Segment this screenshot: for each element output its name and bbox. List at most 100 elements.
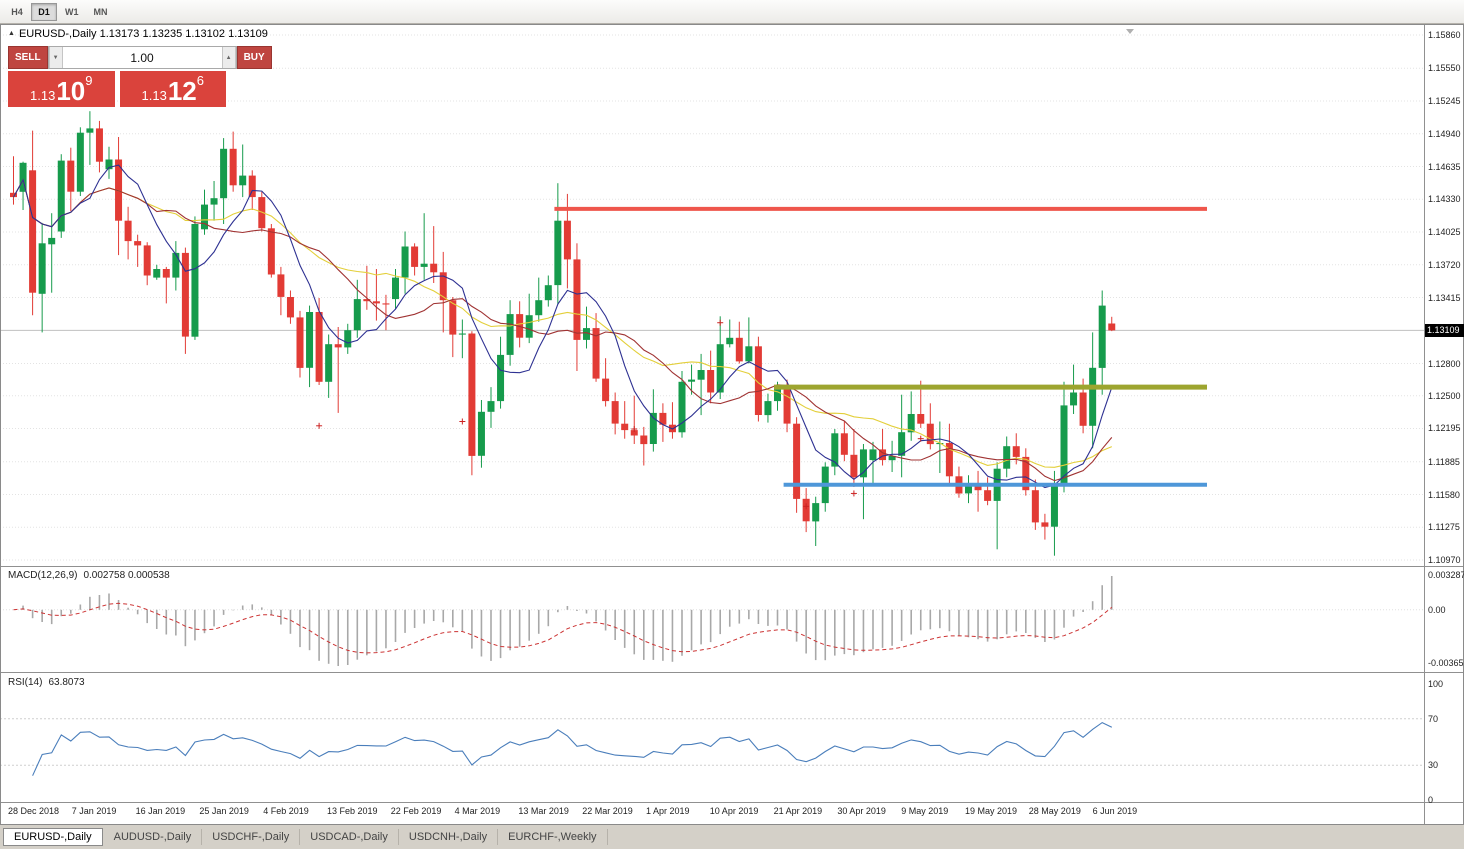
price-axis-tick: 1.12800 bbox=[1428, 358, 1461, 369]
candle-body bbox=[506, 314, 514, 355]
volume-input[interactable] bbox=[62, 47, 222, 68]
candle-body bbox=[812, 503, 820, 522]
trade-prices-row: 1.13 10 9 1.13 12 6 bbox=[8, 71, 226, 107]
candle-body bbox=[382, 303, 390, 305]
candle-body bbox=[754, 346, 762, 415]
candle-body bbox=[468, 333, 476, 456]
rsi-axis-level: 0 bbox=[1428, 795, 1434, 805]
candle-body bbox=[1031, 490, 1039, 523]
buy-price-pipette: 6 bbox=[196, 73, 204, 88]
candle-body bbox=[220, 148, 228, 199]
timeframe-button-d1[interactable]: D1 bbox=[31, 2, 57, 21]
sell-button[interactable]: SELL bbox=[8, 46, 48, 69]
candle-body bbox=[917, 414, 925, 424]
rsi-name: RSI(14) bbox=[8, 677, 43, 688]
candle-body bbox=[353, 299, 361, 331]
candle-body bbox=[439, 272, 447, 301]
buy-price-display[interactable]: 1.13 12 6 bbox=[119, 71, 226, 107]
candle-body bbox=[48, 237, 56, 245]
candle-body bbox=[76, 132, 84, 192]
price-axis-tick: 1.14025 bbox=[1428, 227, 1461, 237]
candle-body bbox=[535, 300, 543, 316]
date-axis-label: 30 Apr 2019 bbox=[837, 806, 886, 816]
candle-body bbox=[401, 246, 409, 278]
macd-axis-zero: 0.00 bbox=[1428, 604, 1446, 615]
candle-body bbox=[688, 379, 696, 382]
candle-body bbox=[707, 370, 715, 393]
candle-body bbox=[516, 314, 524, 338]
candle-body bbox=[487, 401, 495, 412]
buy-button[interactable]: BUY bbox=[236, 46, 272, 69]
volume-down-button[interactable]: ▼ bbox=[48, 47, 63, 68]
timeframe-button-h4[interactable]: H4 bbox=[4, 3, 30, 21]
candle-body bbox=[430, 263, 438, 273]
rsi-axis-level: 100 bbox=[1428, 679, 1444, 689]
candle-body bbox=[458, 333, 466, 335]
chart-tab-usdcnh-daily[interactable]: USDCNH-,Daily bbox=[399, 829, 499, 845]
date-axis-label: 7 Jan 2019 bbox=[71, 806, 117, 816]
candle-body bbox=[1089, 367, 1097, 426]
candle-body bbox=[659, 412, 667, 425]
chart-tab-audusd-daily[interactable]: AUDUSD-,Daily bbox=[104, 829, 203, 845]
candle-body bbox=[774, 387, 781, 402]
candle-body bbox=[29, 170, 37, 293]
candle-body bbox=[392, 277, 399, 300]
candle-body bbox=[745, 346, 753, 362]
trade-controls-row: SELL ▼ ▲ BUY bbox=[8, 46, 272, 69]
timeframe-button-mn[interactable]: MN bbox=[87, 3, 115, 21]
candle-body bbox=[974, 484, 982, 491]
candle-body bbox=[1079, 392, 1087, 426]
candle-body bbox=[420, 263, 428, 267]
sell-price-display[interactable]: 1.13 10 9 bbox=[8, 71, 115, 107]
candle-body bbox=[497, 354, 505, 402]
volume-up-button[interactable]: ▲ bbox=[221, 47, 236, 68]
chart-symbol-title: EURUSD-,Daily bbox=[18, 28, 97, 40]
ma-line-21 bbox=[13, 178, 1113, 468]
chart-expand-icon[interactable]: ▲ bbox=[8, 30, 15, 37]
chart-tabbar: EURUSD-,Daily AUDUSD-,Daily USDCHF-,Daily U… bbox=[0, 824, 1464, 849]
date-axis-label: 16 Jan 2019 bbox=[135, 806, 186, 816]
candle-body bbox=[296, 317, 304, 368]
candle-body bbox=[621, 423, 629, 431]
candle-body bbox=[630, 430, 638, 436]
volume-spinner: ▼ ▲ bbox=[47, 46, 237, 69]
candle-body bbox=[372, 301, 380, 304]
candle-body bbox=[277, 274, 285, 297]
chart-shift-marker[interactable] bbox=[1126, 29, 1134, 34]
macd-values: 0.002758 0.000538 bbox=[83, 570, 170, 581]
candle-body bbox=[783, 387, 791, 424]
date-axis-label: 25 Jan 2019 bbox=[199, 806, 249, 816]
candle-body bbox=[115, 159, 123, 221]
chart-tab-eurusd-daily[interactable]: EURUSD-,Daily bbox=[3, 828, 103, 846]
candle-body bbox=[306, 312, 314, 368]
date-axis-label: 28 May 2019 bbox=[1028, 806, 1081, 816]
sell-price-big-digits: 10 bbox=[56, 76, 86, 106]
date-axis-label: 6 Jun 2019 bbox=[1092, 806, 1138, 816]
candle-body bbox=[879, 449, 887, 461]
date-axis-label: 28 Dec 2018 bbox=[8, 806, 60, 816]
candle-body bbox=[793, 423, 801, 499]
chart-tab-usdcad-daily[interactable]: USDCAD-,Daily bbox=[300, 829, 399, 845]
candle-body bbox=[850, 454, 858, 478]
candle-body bbox=[926, 423, 934, 445]
candle-body bbox=[1003, 446, 1011, 469]
candle-body bbox=[286, 297, 294, 318]
candle-body bbox=[1050, 483, 1058, 527]
chart-tab-eurchf-weekly[interactable]: EURCHF-,Weekly bbox=[498, 829, 608, 845]
macd-signal-line bbox=[13, 602, 1113, 654]
candle-body bbox=[267, 228, 275, 275]
candle-body bbox=[592, 328, 600, 379]
chart-tab-usdchf-daily[interactable]: USDCHF-,Daily bbox=[202, 829, 301, 845]
timeframe-button-w1[interactable]: W1 bbox=[58, 3, 86, 21]
price-axis-tick: 1.11885 bbox=[1428, 456, 1460, 467]
candle-body bbox=[573, 259, 581, 340]
candle-body bbox=[831, 433, 839, 467]
candle-body bbox=[248, 175, 256, 198]
date-axis-label: 19 May 2019 bbox=[965, 806, 1018, 816]
candle-body bbox=[726, 337, 734, 345]
candle-body bbox=[869, 449, 877, 461]
ma-line-14 bbox=[13, 178, 1113, 482]
